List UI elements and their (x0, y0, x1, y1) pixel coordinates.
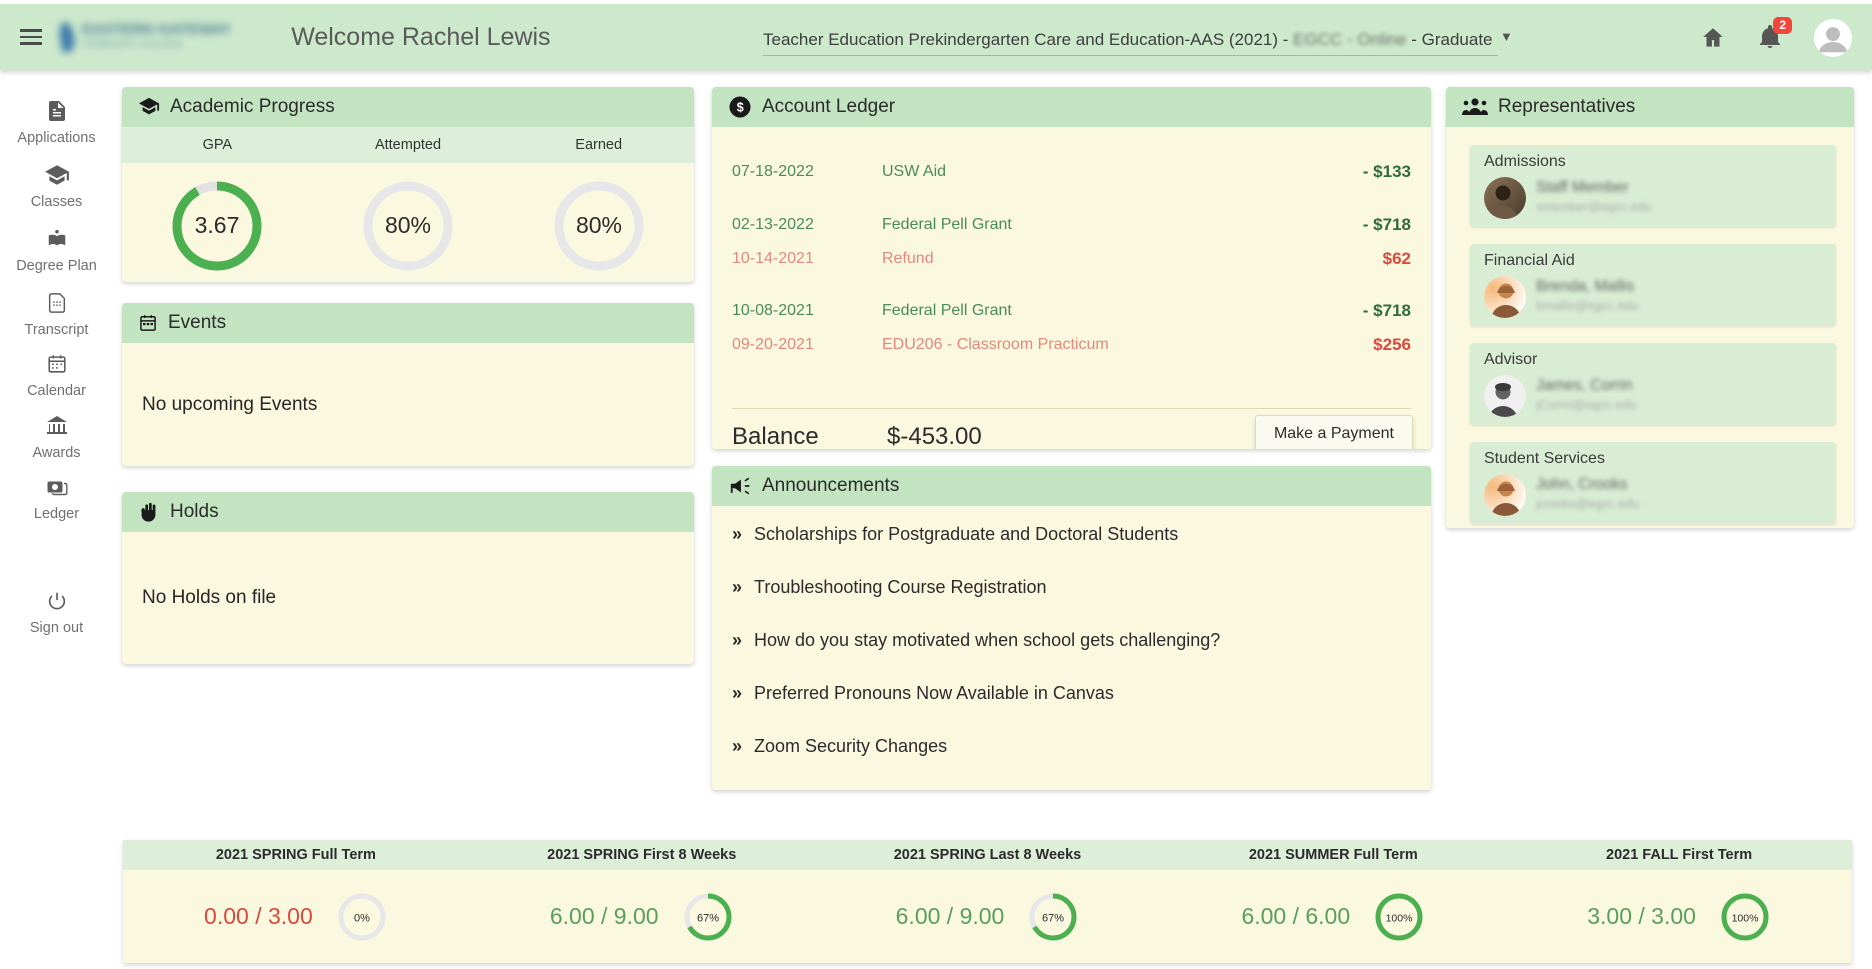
svg-text:100%: 100% (1386, 912, 1413, 924)
svg-text:67%: 67% (697, 912, 719, 924)
svg-text:100%: 100% (1732, 912, 1759, 924)
svg-text:3.67: 3.67 (195, 212, 240, 238)
svg-text:0%: 0% (354, 912, 370, 924)
svg-text:67%: 67% (1042, 912, 1064, 924)
svg-text:80%: 80% (576, 212, 622, 238)
svg-text:$: $ (737, 100, 744, 114)
svg-text:80%: 80% (385, 212, 431, 238)
